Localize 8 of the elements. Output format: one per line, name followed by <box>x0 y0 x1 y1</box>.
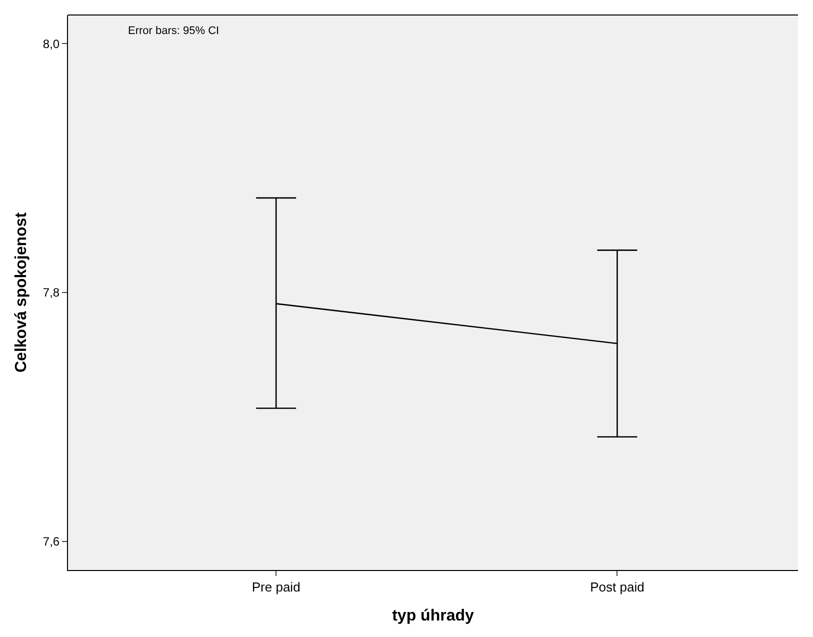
x-tick-label: Pre paid <box>252 580 300 595</box>
annotation: Error bars: 95% CI <box>128 25 220 37</box>
y-tick-label: 7,6 <box>42 534 60 549</box>
x-axis-title: typ úhrady <box>392 607 474 624</box>
y-axis-title: Celková spokojenost <box>12 212 30 373</box>
x-tick-label: Post paid <box>590 580 644 595</box>
y-tick-label: 8,0 <box>42 36 60 51</box>
y-tick-label: 7,8 <box>42 286 60 300</box>
